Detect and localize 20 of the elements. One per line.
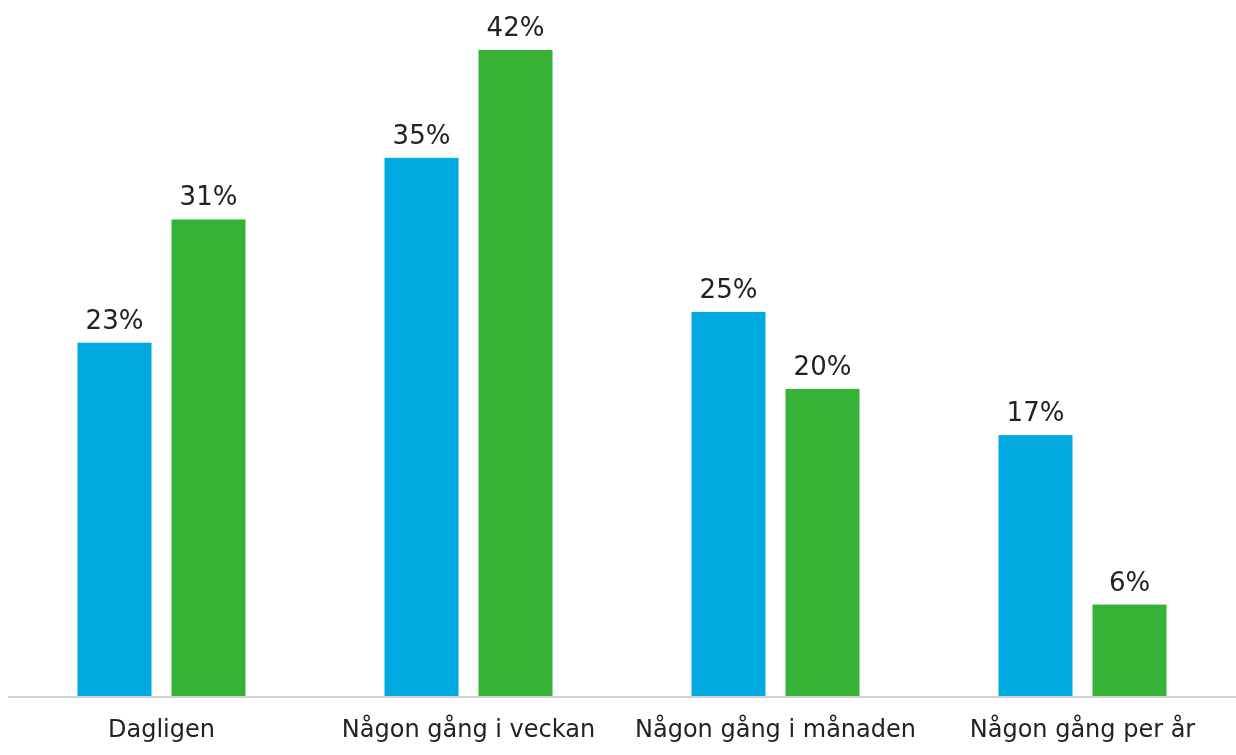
bar [1092, 604, 1167, 697]
data-label: 42% [486, 12, 545, 42]
data-label: 20% [793, 350, 852, 381]
x-tick-label: Någon gång per år [969, 714, 1196, 743]
x-tick-label: Dagligen [108, 715, 215, 743]
data-label: 35% [392, 119, 451, 150]
data-label: 25% [699, 273, 758, 304]
data-label: 17% [1006, 397, 1065, 428]
bar [998, 435, 1073, 697]
data-label: 23% [85, 304, 144, 335]
data-label: 31% [179, 181, 238, 212]
bar [785, 388, 860, 697]
bar [77, 342, 152, 697]
bar [478, 50, 553, 697]
x-tick-label: Någon gång i månaden [635, 714, 916, 743]
x-tick-label: Någon gång i veckan [341, 714, 596, 743]
bar [691, 311, 766, 697]
bar [384, 157, 459, 697]
data-label: 6% [1108, 566, 1151, 597]
bar [171, 219, 246, 697]
